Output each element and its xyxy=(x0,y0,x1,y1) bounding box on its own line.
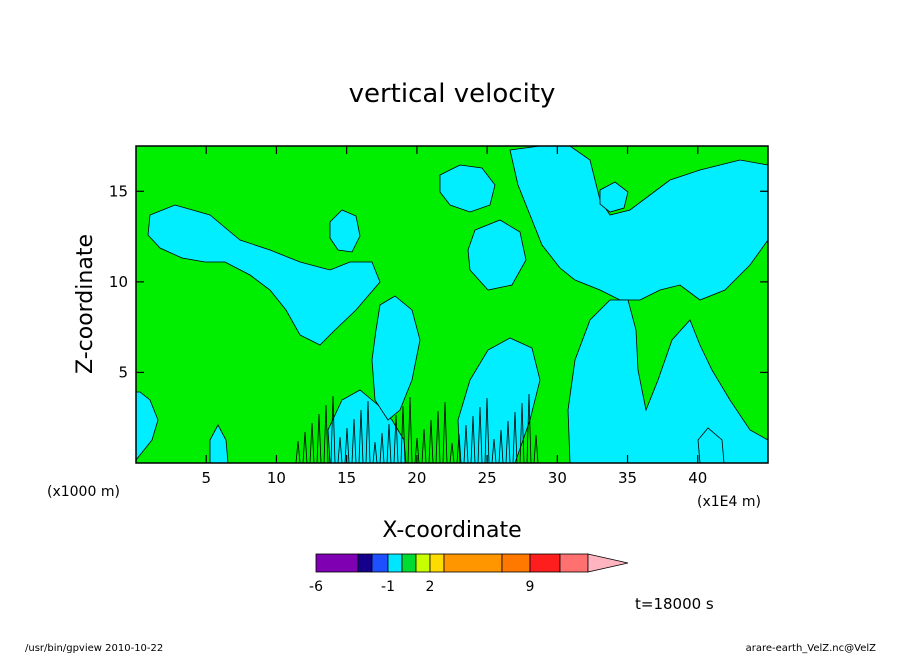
colorbar-segment xyxy=(559,553,589,573)
x-tick-label: 35 xyxy=(618,469,637,487)
chart-title: vertical velocity xyxy=(349,79,556,109)
contour-region xyxy=(567,299,768,463)
colorbar-segment xyxy=(429,553,445,573)
contour-region xyxy=(467,219,527,291)
colorbar-segment xyxy=(387,553,403,573)
contour-region xyxy=(147,204,381,346)
x-tick-label: 5 xyxy=(201,469,211,487)
plot-area xyxy=(136,146,768,463)
contour-region xyxy=(457,337,541,463)
colorbar: -6 -1 2 9 xyxy=(309,553,629,595)
colorbar-segment xyxy=(315,553,359,573)
y-tick-label: 10 xyxy=(109,273,128,291)
colorbar-segment xyxy=(357,553,373,573)
colorbar-segment xyxy=(501,553,531,573)
colorbar-segment xyxy=(529,553,561,573)
x-tick-label: 30 xyxy=(548,469,567,487)
y-unit-note: (x1E4 m) xyxy=(697,494,761,510)
x-tick-label: 20 xyxy=(407,469,426,487)
x-tick-label: 10 xyxy=(267,469,286,487)
colorbar-segment xyxy=(415,553,431,573)
contour-lines xyxy=(295,393,539,463)
contour-region xyxy=(697,427,725,463)
y-axis-label: Z-coordinate xyxy=(73,234,98,374)
contour-region xyxy=(371,295,421,421)
x-unit-note: (x1000 m) xyxy=(47,484,120,500)
colorbar-label: 2 xyxy=(426,579,435,595)
colorbar-segment xyxy=(443,553,503,573)
y-tick-label: 15 xyxy=(109,182,128,200)
x-tick-label: 40 xyxy=(688,469,707,487)
x-axis-label: X-coordinate xyxy=(382,518,521,543)
colorbar-segment xyxy=(371,553,389,573)
contour-region xyxy=(439,164,496,213)
contour-region xyxy=(329,209,361,253)
y-tick-label: 5 xyxy=(118,363,128,381)
x-axis-ticks: 5 10 15 20 25 30 35 40 xyxy=(201,146,707,487)
colorbar-label: 9 xyxy=(526,579,535,595)
contour-region xyxy=(209,424,229,463)
footer-left: /usr/bin/gpview 2010-10-22 xyxy=(25,643,163,654)
time-annotation: t=18000 s xyxy=(635,595,714,613)
colorbar-label: -6 xyxy=(309,579,323,595)
x-tick-label: 15 xyxy=(337,469,356,487)
x-tick-label: 25 xyxy=(478,469,497,487)
colorbar-label: -1 xyxy=(381,579,395,595)
plot-frame xyxy=(135,145,769,464)
colorbar-arrow xyxy=(587,553,629,573)
colorbar-segment xyxy=(401,553,417,573)
contour-region xyxy=(136,391,159,461)
y-axis-ticks: 5 10 15 xyxy=(109,182,768,381)
contour-regions xyxy=(136,146,768,463)
contour-region xyxy=(599,181,629,213)
footer-right: arare-earth_VelZ.nc@VelZ xyxy=(746,643,877,654)
